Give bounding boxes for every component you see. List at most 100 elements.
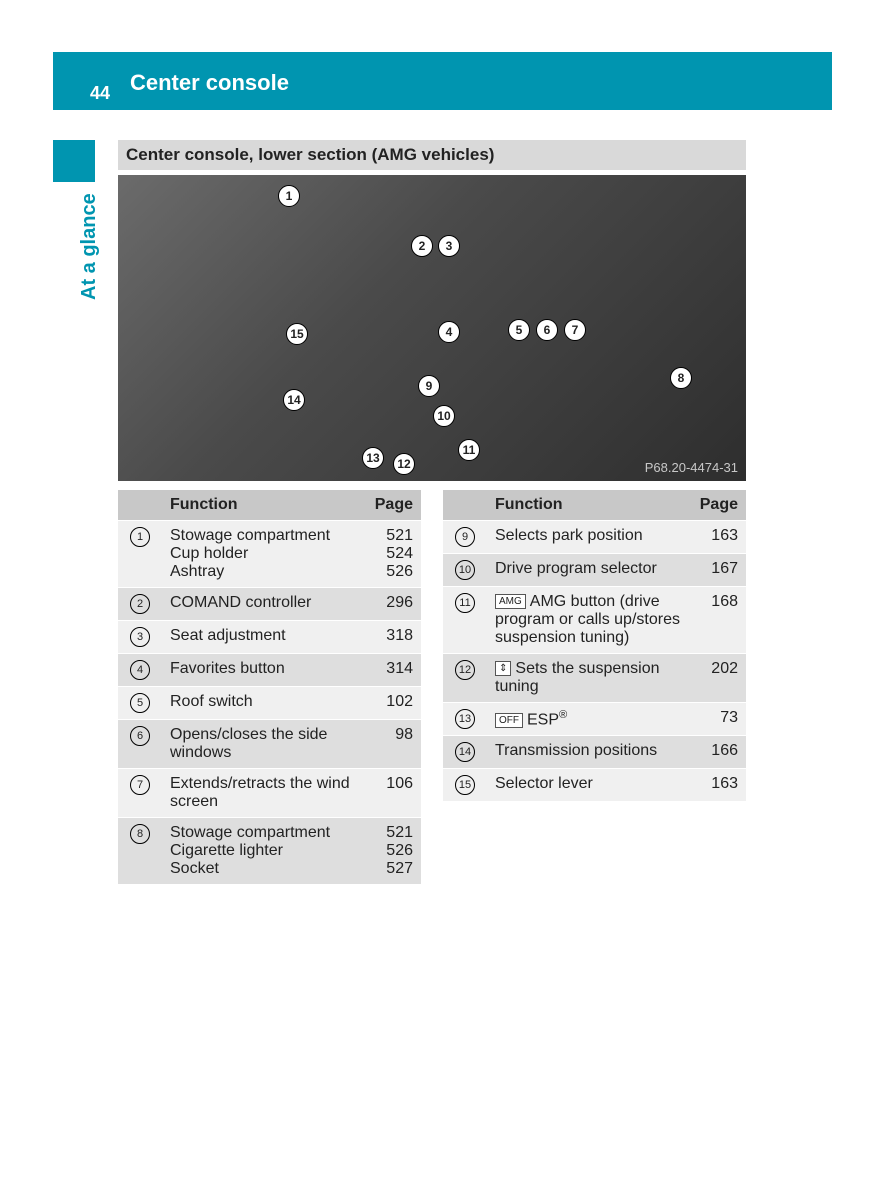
circled-number: 2: [130, 594, 150, 614]
row-number-cell: 15: [443, 769, 487, 802]
function-cell: AMGAMG button (drive program or calls up…: [487, 587, 690, 654]
function-label: Opens/closes the side windows: [170, 726, 327, 761]
function-label: Cigarette lighter: [170, 842, 373, 860]
function-table-left: Function Page 1 Stowage compartment521Cup…: [118, 490, 421, 885]
circled-number: 4: [130, 660, 150, 680]
function-cell: Selects park position: [487, 521, 690, 554]
page-ref: 526: [373, 563, 413, 581]
function-cell: Extends/retracts the wind screen: [162, 769, 365, 818]
col-page-header: Page: [365, 490, 421, 521]
function-cell: Stowage compartment521Cigarette lighter5…: [162, 818, 421, 885]
page-cell: 202: [690, 654, 746, 703]
page-cell: 98: [365, 720, 421, 769]
function-cell: COMAND controller: [162, 588, 365, 621]
circled-number: 13: [455, 709, 475, 729]
col-function-header: Function: [487, 490, 690, 521]
row-number-cell: 12: [443, 654, 487, 703]
page-ref: 524: [373, 545, 413, 563]
tables-wrap: Function Page 1 Stowage compartment521Cup…: [118, 490, 746, 885]
function-cell: Transmission positions: [487, 736, 690, 769]
page-cell: 166: [690, 736, 746, 769]
callout-9: 9: [418, 375, 440, 397]
function-label: Transmission positions: [495, 742, 657, 759]
function-label: Socket: [170, 860, 373, 878]
function-label: Favorites button: [170, 660, 285, 677]
photo-watermark: P68.20-4474-31: [645, 460, 738, 475]
callout-14: 14: [283, 389, 305, 411]
circled-number: 15: [455, 775, 475, 795]
page-cell: 106: [365, 769, 421, 818]
circled-number: 1: [130, 527, 150, 547]
function-cell: Opens/closes the side windows: [162, 720, 365, 769]
table-row: 6 Opens/closes the side windows 98: [118, 720, 421, 769]
table-row: 14 Transmission positions 166: [443, 736, 746, 769]
side-tab-label: At a glance: [78, 193, 101, 300]
callout-1: 1: [278, 185, 300, 207]
table-row: 10 Drive program selector 167: [443, 554, 746, 587]
circled-number: 11: [455, 593, 475, 613]
function-line: Ashtray526: [170, 563, 413, 581]
circled-number: 12: [455, 660, 475, 680]
page-cell: 102: [365, 687, 421, 720]
function-cell: Stowage compartment521Cup holder524Ashtr…: [162, 521, 421, 588]
function-cell: ⇕Sets the suspension tuning: [487, 654, 690, 703]
table-row: 5 Roof switch 102: [118, 687, 421, 720]
callout-2: 2: [411, 235, 433, 257]
function-label: Roof switch: [170, 693, 253, 710]
circled-number: 8: [130, 824, 150, 844]
page-cell: 296: [365, 588, 421, 621]
table-row: 12 ⇕Sets the suspension tuning202: [443, 654, 746, 703]
callout-15: 15: [286, 323, 308, 345]
circled-number: 10: [455, 560, 475, 580]
row-number-cell: 13: [443, 703, 487, 736]
function-label: Cup holder: [170, 545, 373, 563]
page-cell: 314: [365, 654, 421, 687]
function-label: Stowage compartment: [170, 527, 373, 545]
page-cell: 163: [690, 769, 746, 802]
page-ref: 526: [373, 842, 413, 860]
page-ref: 521: [373, 527, 413, 545]
header-bar: Center console: [118, 52, 832, 110]
table-row: 2 COMAND controller 296: [118, 588, 421, 621]
page-ref: 527: [373, 860, 413, 878]
inline-icon: AMG: [495, 594, 526, 609]
table-row: 8 Stowage compartment521Cigarette lighter…: [118, 818, 421, 885]
function-cell: OFF ESP®: [487, 703, 690, 736]
function-label: ESP: [527, 711, 559, 728]
callout-12: 12: [393, 453, 415, 475]
function-table-right: Function Page 9Selects park position1631…: [443, 490, 746, 802]
callout-10: 10: [433, 405, 455, 427]
function-cell: Roof switch: [162, 687, 365, 720]
superscript: ®: [559, 709, 567, 721]
function-label: COMAND controller: [170, 594, 311, 611]
page-cell: 167: [690, 554, 746, 587]
function-label: Seat adjustment: [170, 627, 286, 644]
callout-8: 8: [670, 367, 692, 389]
function-label: Drive program selector: [495, 560, 657, 577]
table-row: 3Seat adjustment318: [118, 621, 421, 654]
page-cell: 73: [690, 703, 746, 736]
page-number: 44: [90, 83, 110, 104]
circled-number: 9: [455, 527, 475, 547]
diagram-photo: 123456789101112131415 P68.20-4474-31: [118, 175, 746, 481]
inline-icon: OFF: [495, 713, 523, 728]
callout-5: 5: [508, 319, 530, 341]
page-number-box: 44: [53, 52, 118, 110]
callout-4: 4: [438, 321, 460, 343]
page-cell: 168: [690, 587, 746, 654]
col-function-header: Function: [162, 490, 365, 521]
row-number-cell: 11: [443, 587, 487, 654]
row-number-cell: 14: [443, 736, 487, 769]
function-label: Ashtray: [170, 563, 373, 581]
function-label: Extends/retracts the wind screen: [170, 775, 350, 810]
function-line: Stowage compartment521: [170, 527, 413, 545]
row-number-cell: 2: [118, 588, 162, 621]
row-number-cell: 6: [118, 720, 162, 769]
circled-number: 6: [130, 726, 150, 746]
function-line: Cup holder524: [170, 545, 413, 563]
callout-7: 7: [564, 319, 586, 341]
row-number-cell: 5: [118, 687, 162, 720]
table-row: 11 AMGAMG button (drive program or calls …: [443, 587, 746, 654]
circled-number: 7: [130, 775, 150, 795]
table-row: 1 Stowage compartment521Cup holder524Asht…: [118, 521, 421, 588]
